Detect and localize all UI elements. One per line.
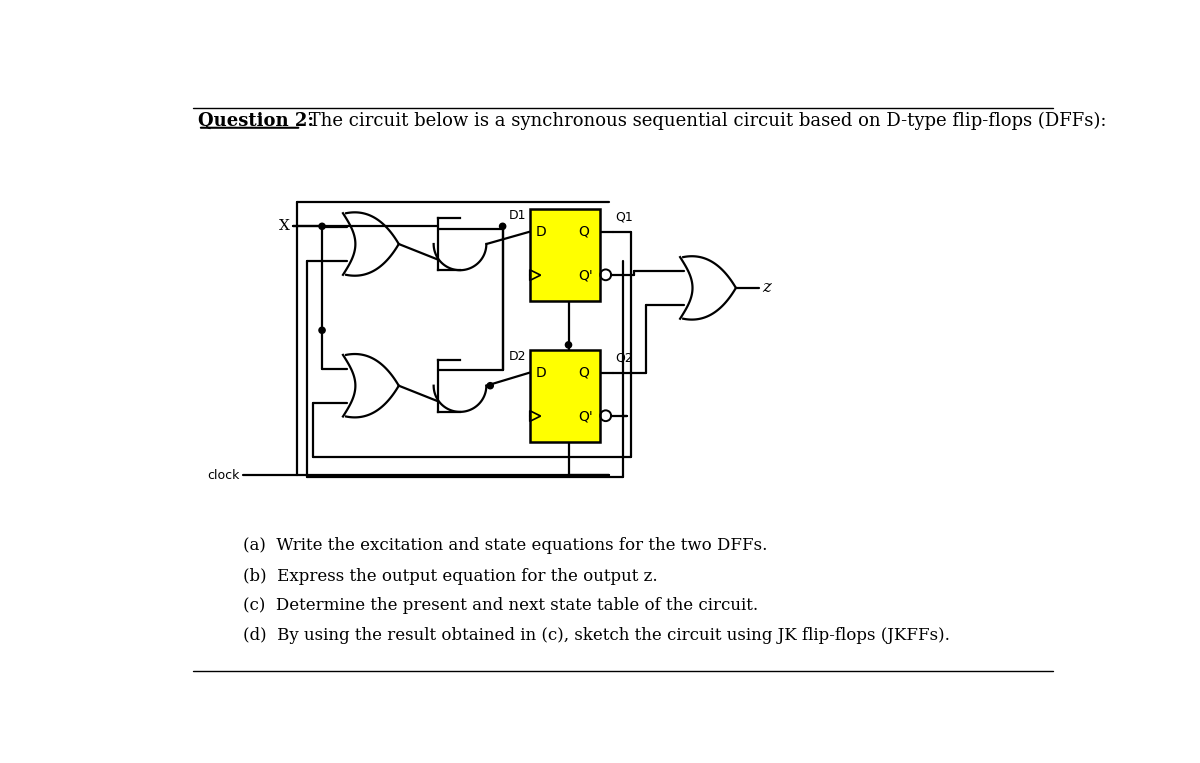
Text: (b)  Express the output equation for the output z.: (b) Express the output equation for the … bbox=[242, 568, 658, 585]
Circle shape bbox=[319, 224, 325, 230]
Text: clock: clock bbox=[206, 468, 239, 481]
Bar bbox=[529, 208, 600, 301]
Text: Q': Q' bbox=[578, 268, 593, 282]
Circle shape bbox=[487, 382, 493, 389]
Text: (c)  Determine the present and next state table of the circuit.: (c) Determine the present and next state… bbox=[242, 597, 758, 614]
Text: D1: D1 bbox=[509, 210, 527, 223]
Text: Question 2:: Question 2: bbox=[198, 112, 314, 130]
Text: D: D bbox=[536, 224, 547, 239]
Bar bbox=[529, 349, 600, 442]
Text: Q: Q bbox=[578, 365, 589, 380]
Text: z: z bbox=[762, 279, 772, 296]
Text: X: X bbox=[278, 219, 289, 233]
Text: Q2: Q2 bbox=[616, 352, 632, 365]
Text: Q': Q' bbox=[578, 409, 593, 423]
Text: Q: Q bbox=[578, 224, 589, 239]
Text: D: D bbox=[536, 365, 547, 380]
Text: Q1: Q1 bbox=[616, 211, 632, 224]
Text: The circuit below is a synchronous sequential circuit based on D-type flip-flops: The circuit below is a synchronous seque… bbox=[304, 111, 1106, 130]
Circle shape bbox=[319, 327, 325, 333]
Text: (d)  By using the result obtained in (c), sketch the circuit using JK flip-flops: (d) By using the result obtained in (c),… bbox=[242, 627, 950, 645]
Circle shape bbox=[565, 342, 571, 348]
Text: (a)  Write the excitation and state equations for the two DFFs.: (a) Write the excitation and state equat… bbox=[242, 537, 767, 555]
Circle shape bbox=[499, 224, 505, 230]
Text: D2: D2 bbox=[509, 350, 527, 363]
